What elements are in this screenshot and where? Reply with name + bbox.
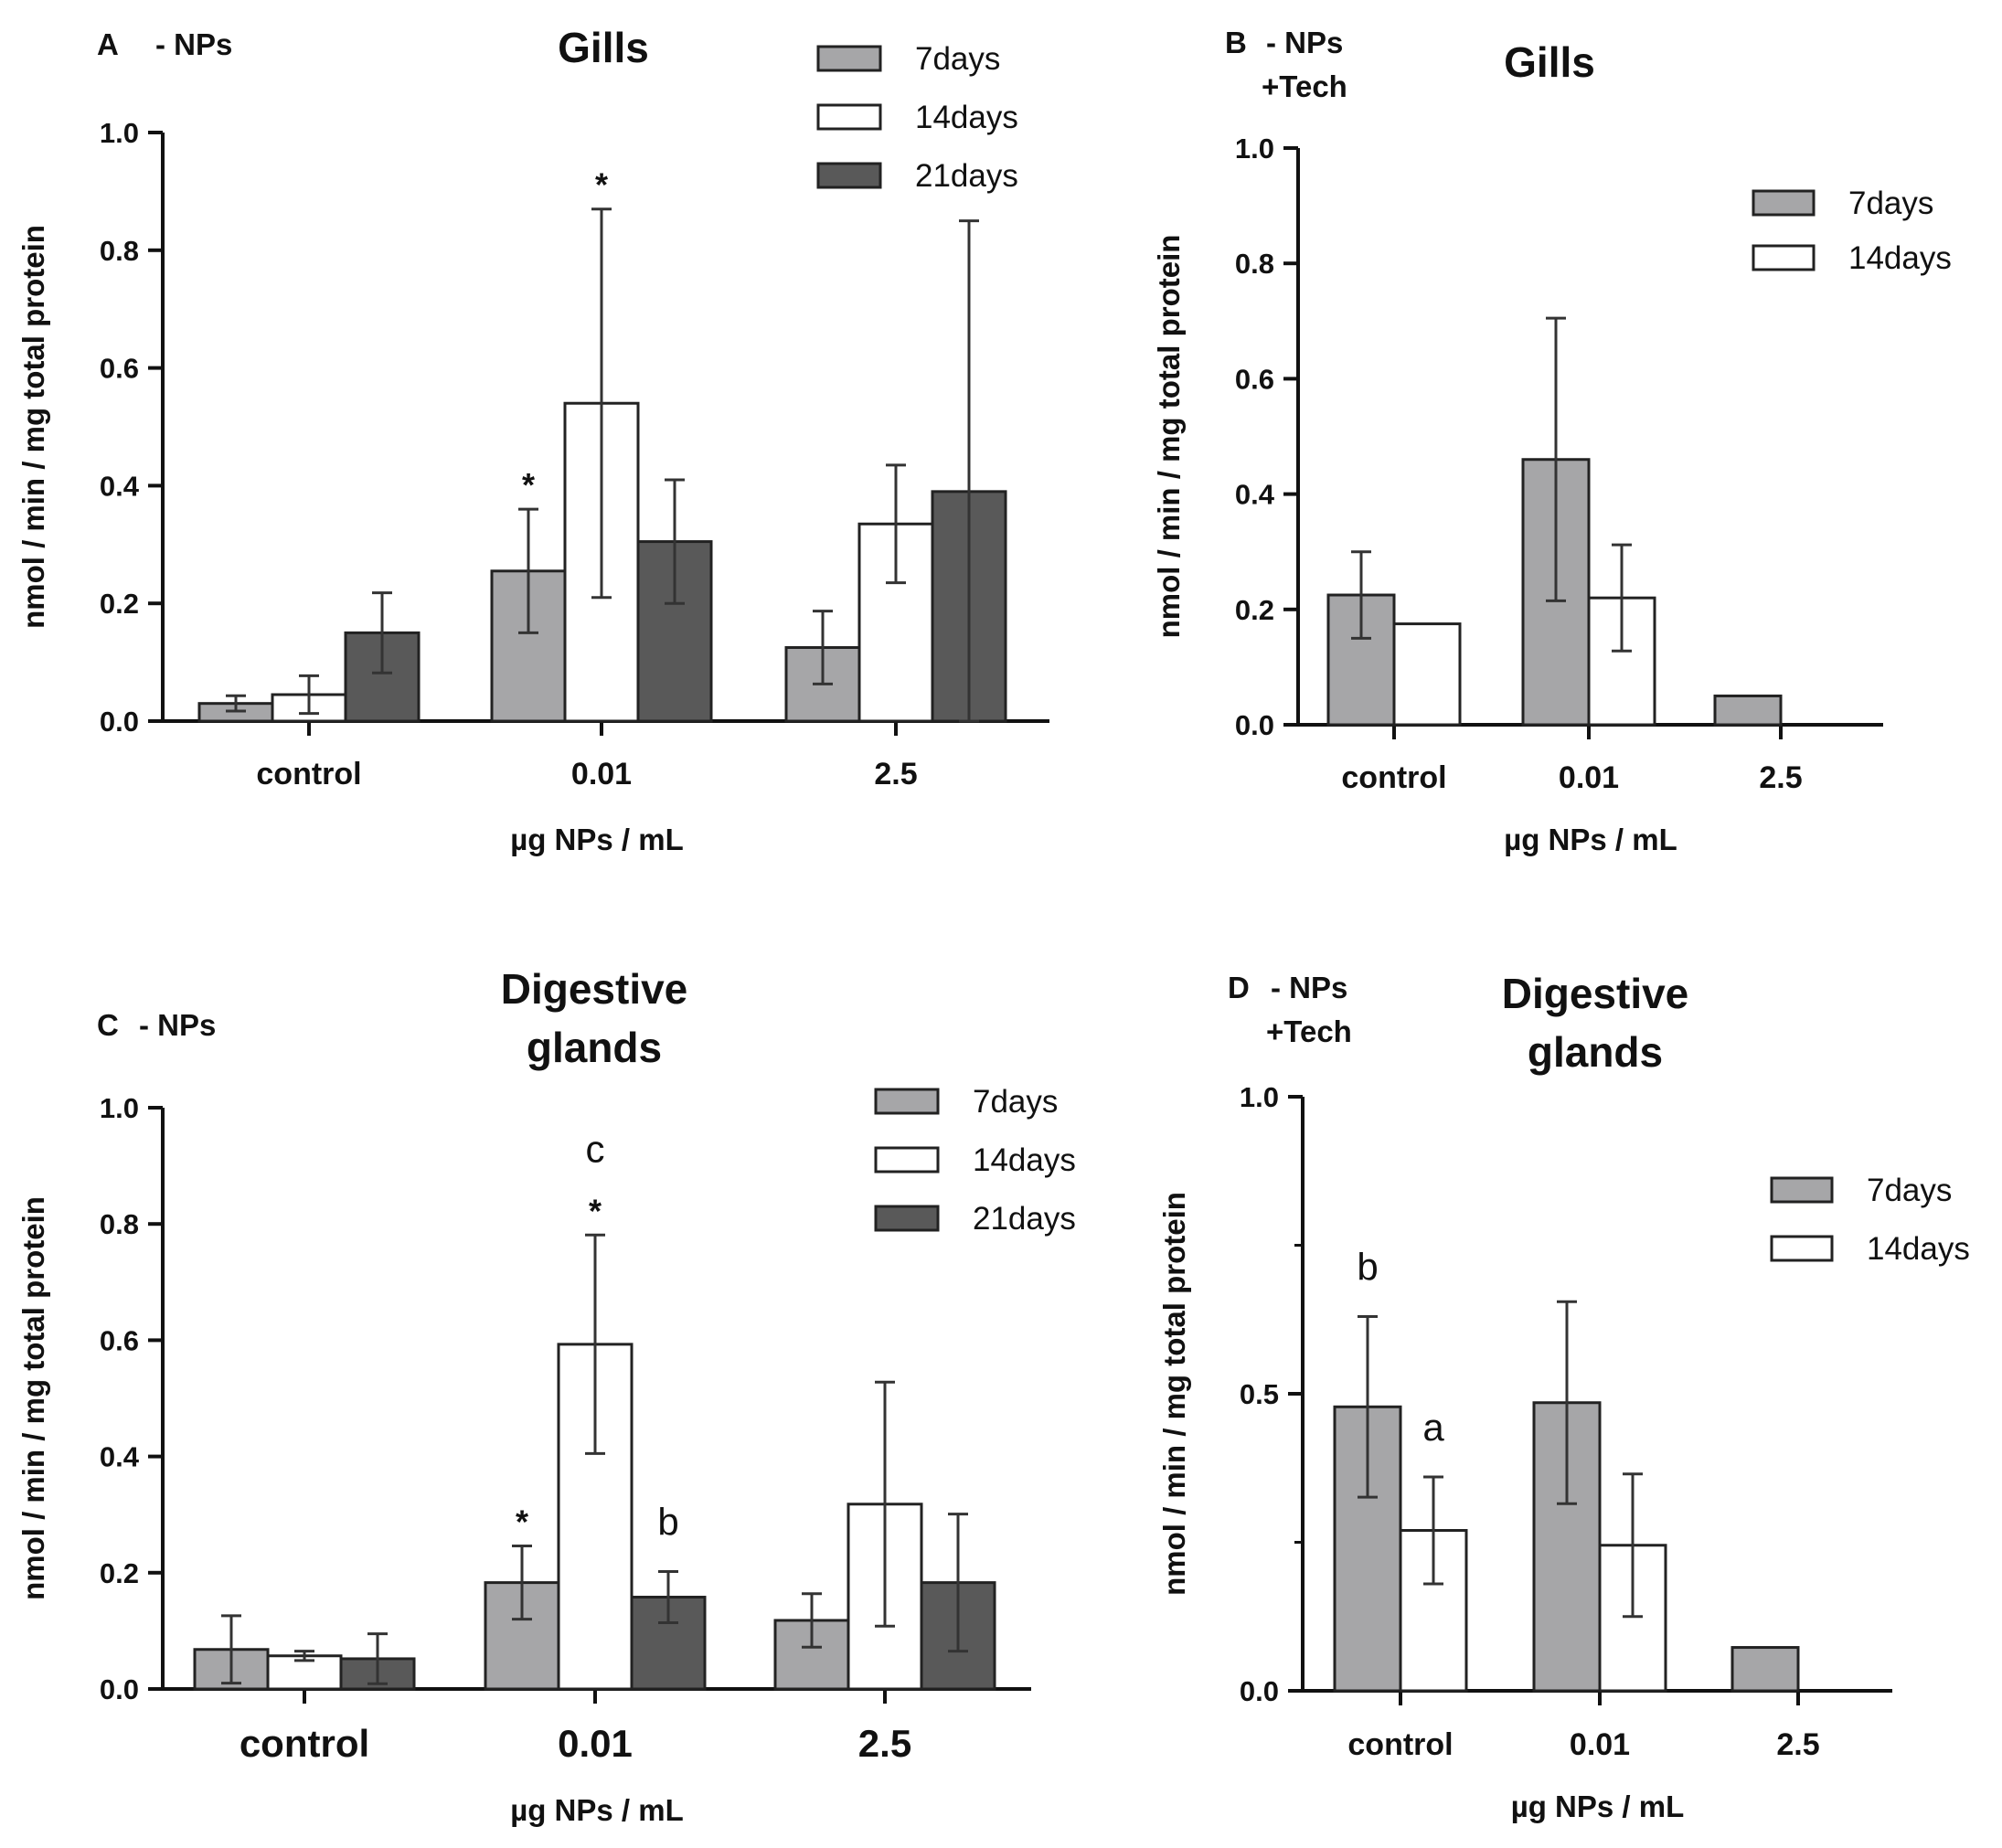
legend-label: 7days — [1867, 1173, 1952, 1208]
panel-subtitle: - NPs — [155, 27, 232, 61]
y-tick-label: 0.6 — [100, 1324, 139, 1356]
y-tick-label: 1.0 — [100, 117, 139, 149]
y-tick-label: 0.5 — [1240, 1378, 1279, 1410]
legend-swatch — [816, 45, 882, 72]
panel-c: C - NPs Digestive glands 0.0 0.2 0.4 0.6 0.8 1.0 n… — [16, 965, 1076, 1827]
y-tick-label: 0.2 — [100, 588, 139, 620]
y-tick-label: 0.0 — [1240, 1675, 1279, 1707]
legend-swatch — [874, 1205, 940, 1232]
y-tick-label: 0.4 — [100, 470, 140, 502]
y-tick-label: 1.0 — [1235, 133, 1274, 165]
x-tick-label: 0.01 — [571, 757, 632, 791]
panel-subtitle: - NPs — [1266, 26, 1343, 59]
y-axis-title: nmol / min / mg total protein — [16, 1196, 50, 1600]
significance-letter: c — [586, 1127, 605, 1170]
panel-letter: B — [1225, 26, 1247, 59]
legend-label: 14days — [973, 1142, 1076, 1178]
legend-label: 21days — [915, 158, 1018, 194]
legend-swatch — [1770, 1235, 1834, 1262]
chart-title: Gills — [1504, 38, 1595, 86]
x-axis-title: µg NPs / mL — [510, 823, 684, 856]
panel-subtitle: +Tech — [1266, 1014, 1352, 1048]
chart-title: glands — [1528, 1028, 1663, 1076]
x-tick-label: 2.5 — [1776, 1727, 1819, 1762]
y-tick-label: 0.4 — [100, 1441, 140, 1473]
legend-swatch — [1752, 244, 1816, 271]
y-tick-label: 0.6 — [100, 353, 139, 385]
significance-star: * — [595, 166, 608, 204]
panel-letter: C — [97, 1008, 119, 1042]
panel-subtitle: - NPs — [1271, 971, 1347, 1004]
y-tick-label: 0.0 — [100, 1673, 139, 1705]
x-axis-title: µg NPs / mL — [1504, 823, 1677, 856]
x-axis-title: µg NPs / mL — [510, 1793, 684, 1827]
significance-letter: a — [1422, 1406, 1444, 1449]
y-tick-label: 0.0 — [1235, 709, 1274, 741]
panel-subtitle: - NPs — [139, 1008, 216, 1042]
x-tick-label: 0.01 — [1570, 1727, 1630, 1762]
significance-star: * — [522, 466, 535, 504]
significance-letter: b — [657, 1501, 678, 1544]
x-tick-label: 0.01 — [1559, 760, 1619, 795]
y-tick-label: 0.6 — [1235, 363, 1274, 395]
x-tick-label: 2.5 — [874, 757, 917, 791]
legend-swatch — [1770, 1176, 1834, 1204]
legend-swatch — [1752, 189, 1816, 217]
panel-b: B - NPs +Tech Gills 0.0 0.2 0.4 0.6 0.8 1.0 nmol /… — [1152, 26, 1952, 856]
legend-label: 14days — [1848, 240, 1952, 276]
panel-letter: D — [1228, 971, 1250, 1004]
legend-swatch — [874, 1088, 940, 1115]
x-tick-label: control — [1347, 1727, 1453, 1762]
chart-title: Digestive — [501, 965, 688, 1013]
bar-7d — [1730, 1646, 1800, 1693]
panel-d: D - NPs +Tech Digestive glands 0.0 0.5 1.0 nmol … — [1157, 970, 1970, 1823]
y-axis-title: nmol / min / mg total protein — [16, 225, 50, 629]
panel-letter: A — [97, 27, 119, 61]
bar-7d — [1713, 694, 1783, 727]
legend-label: 21days — [973, 1201, 1076, 1237]
panel-subtitle: +Tech — [1262, 69, 1347, 103]
legend-swatch — [816, 103, 882, 131]
y-tick-label: 1.0 — [100, 1092, 139, 1124]
y-axis-title: nmol / min / mg total protein — [1152, 235, 1186, 639]
x-tick-label: 2.5 — [858, 1722, 911, 1765]
significance-star: * — [516, 1503, 528, 1541]
x-tick-label: 2.5 — [1759, 760, 1802, 795]
y-tick-label: 0.2 — [1235, 594, 1274, 626]
panel-a: A - NPs Gills 0.0 0.2 0.4 0.6 0.8 1.0 nmol / min … — [16, 24, 1049, 856]
x-tick-label: control — [240, 1722, 369, 1765]
significance-star: * — [589, 1192, 602, 1229]
y-tick-label: 0.8 — [100, 1208, 139, 1240]
chart-title: Gills — [558, 24, 649, 71]
x-tick-label: control — [1341, 760, 1446, 795]
legend-label: 14days — [915, 100, 1018, 135]
bar-14d — [1392, 622, 1462, 727]
legend-label: 14days — [1867, 1231, 1970, 1267]
y-axis-title: nmol / min / mg total protein — [1157, 1192, 1191, 1596]
y-tick-label: 0.0 — [100, 706, 139, 738]
significance-letter: b — [1357, 1246, 1378, 1289]
y-tick-label: 0.2 — [100, 1557, 139, 1589]
x-axis-title: µg NPs / mL — [1511, 1790, 1685, 1823]
y-tick-label: 0.8 — [1235, 248, 1274, 280]
legend-label: 7days — [1848, 186, 1933, 221]
x-tick-label: 0.01 — [558, 1722, 633, 1765]
legend-label: 7days — [973, 1084, 1058, 1120]
chart-title: Digestive — [1502, 970, 1689, 1017]
legend-label: 7days — [915, 41, 1000, 77]
chart-title: glands — [527, 1024, 662, 1071]
y-tick-label: 0.8 — [100, 235, 139, 267]
y-tick-label: 0.4 — [1235, 479, 1275, 511]
x-tick-label: control — [256, 757, 361, 791]
legend-swatch — [874, 1146, 940, 1174]
y-tick-label: 1.0 — [1240, 1081, 1279, 1113]
legend-swatch — [816, 162, 882, 189]
